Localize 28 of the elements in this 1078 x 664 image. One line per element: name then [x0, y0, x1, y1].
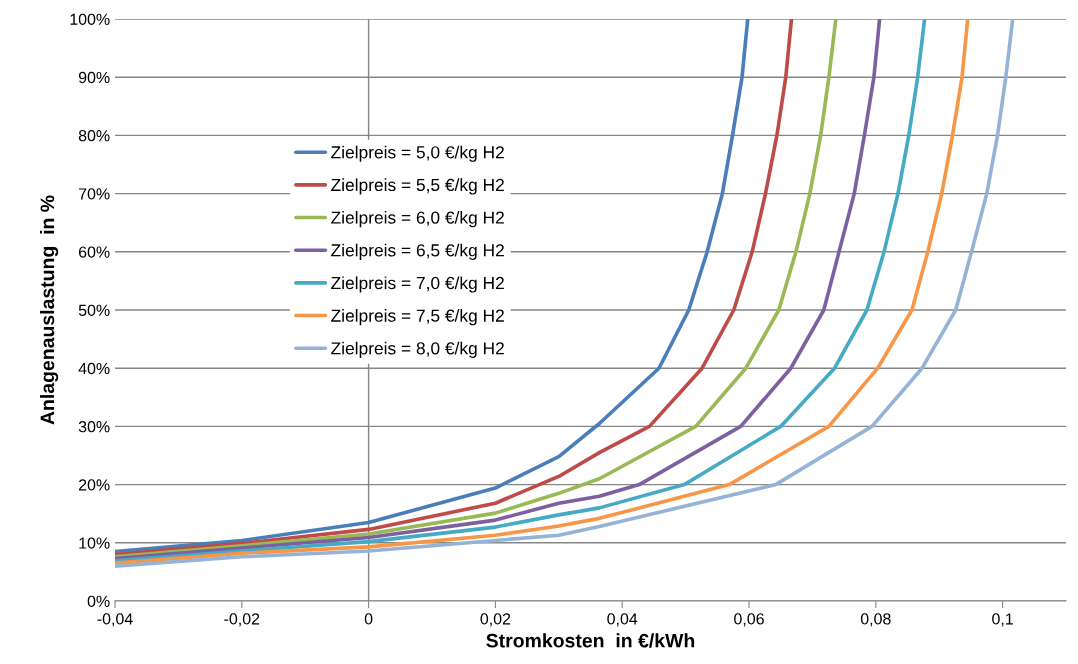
x-tick-label: 0 — [364, 613, 373, 625]
x-tick-label: -0,04 — [97, 613, 133, 627]
legend-label: Zielpreis = 6,0 €/kg H2 — [331, 211, 504, 228]
y-tick-label: 0% — [87, 595, 110, 607]
x-tick-label: 0,1 — [992, 613, 1013, 627]
legend-label: Zielpreis = 5,5 €/kg H2 — [331, 178, 504, 195]
y-tick-label: 30% — [78, 421, 110, 433]
y-tick-label: 60% — [78, 246, 110, 258]
x-tick-label: 0,06 — [734, 613, 764, 627]
x-tick-label: -0,02 — [224, 613, 260, 627]
y-tick-label: 90% — [78, 71, 110, 84]
y-tick-label: 80% — [78, 130, 110, 142]
y-tick-label: 50% — [78, 304, 110, 316]
legend-label: Zielpreis = 6,5 €/kg H2 — [331, 243, 504, 260]
x-tick-label: 0,02 — [480, 613, 511, 627]
x-tick-label: 0,08 — [860, 613, 891, 627]
y-tick-label: 40% — [78, 362, 110, 375]
x-axis-title: Stromkosten in €/kWh — [486, 633, 695, 648]
y-axis-title: Anlagenauslastung in % — [39, 195, 59, 425]
legend-label: Zielpreis = 8,0 €/kg H2 — [331, 341, 504, 358]
y-tick-label: 70% — [78, 188, 110, 200]
y-tick-label: 20% — [78, 479, 110, 491]
y-tick-label: 10% — [79, 537, 110, 549]
legend-label: Zielpreis = 7,0 €/kg H2 — [331, 276, 504, 293]
legend-label: Zielpreis = 5,0 €/kg H2 — [331, 145, 504, 162]
x-tick-label: 0,04 — [607, 613, 638, 627]
y-tick-label: 100% — [70, 13, 110, 25]
legend-label: Zielpreis = 7,5 €/kg H2 — [331, 309, 504, 326]
